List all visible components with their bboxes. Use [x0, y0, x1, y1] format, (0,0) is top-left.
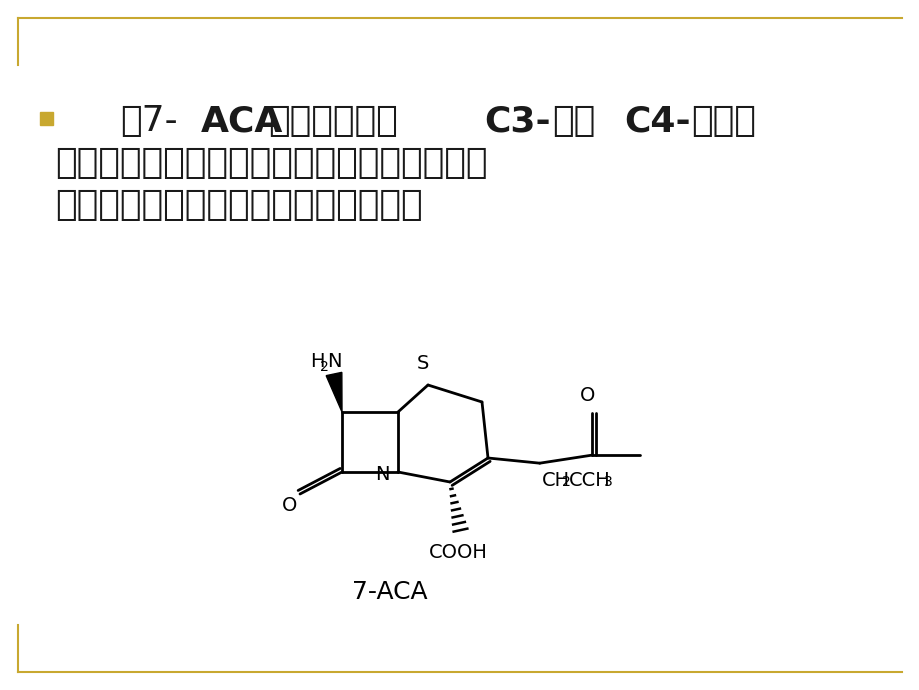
Text: COOH: COOH	[428, 543, 487, 562]
Bar	[40, 112, 53, 125]
Text: 制了以其为中间体的头孢菌素的生产。: 制了以其为中间体的头孢菌素的生产。	[55, 188, 422, 222]
Text: 位及: 位及	[551, 104, 595, 138]
Text: C4-: C4-	[623, 104, 690, 138]
Text: H: H	[310, 352, 324, 371]
Text: O: O	[282, 496, 298, 515]
Text: 3: 3	[603, 475, 612, 489]
Text: S: S	[416, 354, 429, 373]
Text: 7-ACA: 7-ACA	[352, 580, 427, 604]
Text: 2: 2	[320, 360, 328, 374]
Text: CH: CH	[541, 471, 569, 490]
Text: 2: 2	[562, 475, 570, 489]
Text: N: N	[374, 464, 389, 484]
Text: 进行各种头孢菌素的合成，因其价格昂贵，限: 进行各种头孢菌素的合成，因其价格昂贵，限	[55, 146, 487, 180]
Text: 为中间体修饰: 为中间体修饰	[267, 104, 397, 138]
Text: CCH: CCH	[568, 471, 610, 490]
Text: C3-: C3-	[484, 104, 550, 138]
Text: 位侧链: 位侧链	[690, 104, 755, 138]
Text: O: O	[579, 386, 595, 405]
Text: 以7-: 以7-	[119, 104, 177, 138]
Polygon shape	[326, 373, 342, 412]
Text: ACA: ACA	[200, 104, 283, 138]
Text: N: N	[326, 352, 341, 371]
